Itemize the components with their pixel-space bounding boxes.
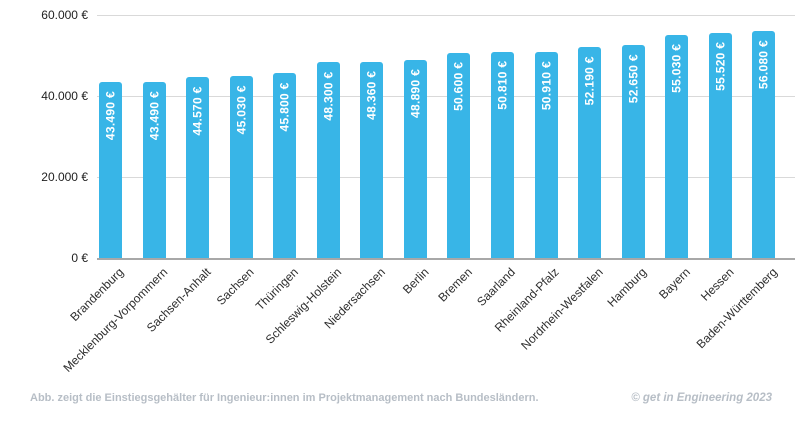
bar-value-label: 55.030 € [669,44,684,94]
bar: 50.600 € [447,53,471,258]
x-axis-label: Berlin [399,265,432,297]
x-axis-label: Bayern [655,265,693,302]
x-axis-label: Saarland [474,265,519,309]
copyright-credit: © get in Engineering 2023 [631,392,772,404]
bar-value-label: 50.600 € [451,62,466,112]
bar-value-label: 45.030 € [234,84,249,134]
bar: 45.030 € [229,75,253,258]
gridline [97,96,795,97]
x-axis-label: Sachsen [214,265,258,308]
bar: 55.520 € [708,33,732,258]
bar: 55.030 € [665,35,689,258]
gridline [97,177,795,178]
y-axis-label: 40.000 € [41,89,88,103]
x-axis-label: Baden-Württemberg [693,265,780,352]
bar: 52.650 € [621,44,645,258]
bar: 48.300 € [316,62,340,258]
bar-value-label: 45.800 € [277,81,292,131]
y-axis-label: 0 € [71,251,88,265]
bar-value-label: 48.360 € [364,71,379,121]
bar: 48.890 € [403,59,427,258]
bar: 50.810 € [490,52,514,258]
bar-value-label: 52.190 € [582,55,597,105]
bar: 45.800 € [273,72,297,258]
x-axis-label: Bremen [435,265,475,305]
x-axis-label: Schleswig-Holstein [262,265,345,347]
chart-caption: Abb. zeigt die Einstiegsgehälter für Ing… [30,392,539,404]
x-axis-line [97,258,795,260]
bar: 48.360 € [360,62,384,258]
x-axis-label: Hessen [697,265,737,304]
bar-value-label: 43.490 € [103,90,118,140]
bar-value-label: 50.910 € [539,60,553,110]
bar-value-label: 55.520 € [713,42,728,92]
bar: 56.080 € [752,30,776,258]
bar-value-label: 56.080 € [756,39,771,89]
bar: 52.190 € [578,46,602,258]
y-axis-label: 60.000 € [41,8,88,22]
bar: 44.570 € [186,77,210,258]
y-axis-label: 20.000 € [41,170,88,184]
gridline [97,15,795,16]
bar-value-label: 48.890 € [408,68,423,119]
bar: 43.490 € [99,81,122,258]
bar-value-label: 50.810 € [495,61,510,111]
bar-value-label: 44.570 € [190,86,205,136]
bar-value-label: 52.650 € [626,53,641,103]
bar: 50.910 € [534,51,558,258]
x-axis-label: Nordrhein-Westfalen [517,265,606,353]
bar-value-label: 43.490 € [147,90,162,140]
bar: 43.490 € [142,81,166,258]
bar-value-label: 48.300 € [321,71,336,121]
x-axis-label: Hamburg [604,265,650,310]
